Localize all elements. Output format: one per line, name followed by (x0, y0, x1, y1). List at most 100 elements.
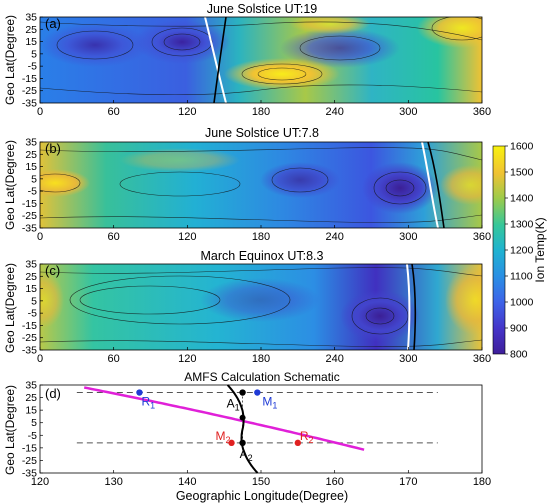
panel-a-heatmap (40, 17, 482, 103)
point-m1 (254, 389, 261, 396)
y-tick-label: -15 (22, 320, 37, 332)
panel-b-title: June Solstice UT:7.8 (205, 126, 319, 140)
point-a1 (239, 389, 246, 396)
y-tick-label: -5 (28, 61, 37, 73)
panel-a: June Solstice UT:19 (a) (3, 2, 491, 118)
panel-d-xlabel: Geographic Longitude(Degree) (176, 489, 348, 503)
x-tick-label: 0 (37, 353, 43, 365)
center-point (239, 414, 246, 421)
point-label-m1: M1 (262, 395, 277, 411)
colorbar-tick-label: 1300 (510, 219, 534, 231)
x-tick-label: 160 (325, 476, 343, 488)
y-tick-label: -25 (22, 455, 37, 467)
x-tick-label: 140 (178, 476, 196, 488)
point-m2 (228, 439, 235, 447)
y-tick-label: -35 (22, 468, 37, 480)
colorbar-ticks: 1600 1500 1400 1300 1200 1100 1000 900 800 (505, 141, 534, 361)
panel-d-frame (39, 384, 483, 474)
colorbar-tick-label: 1400 (510, 193, 534, 205)
x-tick-label: 300 (399, 353, 417, 365)
panel-d-title: AMFS Calculation Schematic (184, 370, 339, 384)
panel-d-plot: R1 M1 A1 M2 R2 A2 (76, 384, 438, 474)
black-curve (226, 384, 259, 474)
y-tick-label: -35 (22, 98, 37, 110)
panel-b-ylabel: Geo Lat(Degree) (3, 140, 17, 230)
y-tick-label: -5 (28, 308, 37, 320)
x-tick-label: 180 (473, 476, 491, 488)
colorbar-tick-label: 1500 (510, 167, 534, 179)
panel-b: June Solstice UT:7.8 (b) 0 60 120 180 240 300… (3, 126, 491, 244)
x-tick-label: 150 (252, 476, 270, 488)
panel-c-label: (c) (45, 263, 60, 278)
point-label-r1: R1 (141, 395, 155, 411)
x-tick-label: 240 (325, 231, 343, 243)
y-tick-label: -5 (28, 186, 37, 198)
colorbar-gradient (492, 145, 506, 355)
colorbar: 1600 1500 1400 1300 1200 1100 1000 900 800 Ion T… (492, 141, 547, 361)
panel-c-heatmap (40, 264, 482, 350)
x-tick-label: 360 (473, 353, 491, 365)
y-tick-label: 25 (25, 271, 37, 283)
x-tick-label: 120 (178, 231, 196, 243)
magenta-curve (83, 386, 365, 451)
y-tick-label: -25 (22, 332, 37, 344)
panel-a-ylabel: Geo Lat(Degree) (3, 15, 17, 105)
panel-b-label: (b) (45, 141, 61, 156)
y-tick-label: -5 (28, 430, 37, 442)
x-tick-label: 120 (178, 106, 196, 118)
y-tick-label: -15 (22, 73, 37, 85)
y-tick-label: 25 (25, 24, 37, 36)
colorbar-tick-label: 1200 (510, 245, 534, 257)
x-tick-label: 60 (108, 106, 120, 118)
point-a2 (239, 439, 246, 447)
y-tick-label: 5 (31, 417, 37, 429)
colorbar-tick-label: 1000 (510, 297, 534, 309)
x-tick-label: 60 (108, 353, 120, 365)
x-tick-label: 180 (252, 106, 270, 118)
x-tick-label: 120 (178, 353, 196, 365)
x-tick-label: 180 (252, 353, 270, 365)
y-tick-label: -35 (22, 223, 37, 235)
y-tick-label: 35 (25, 380, 37, 392)
y-tick-label: 15 (25, 161, 37, 173)
colorbar-label: Ion Temp(K) (533, 217, 547, 282)
colorbar-tick-label: 1600 (510, 141, 534, 153)
x-tick-label: 240 (325, 353, 343, 365)
y-tick-label: -15 (22, 198, 37, 210)
x-tick-label: 180 (252, 231, 270, 243)
y-tick-label: -25 (22, 85, 37, 97)
y-tick-label: -35 (22, 345, 37, 357)
y-tick-label: 15 (25, 283, 37, 295)
x-tick-label: 360 (473, 106, 491, 118)
colorbar-tick-label: 800 (510, 349, 528, 361)
y-tick-label: 15 (25, 405, 37, 417)
y-tick-label: 5 (31, 48, 37, 60)
x-tick-label: 120 (31, 476, 49, 488)
point-label-m2: M2 (216, 429, 231, 445)
y-tick-label: 35 (25, 12, 37, 24)
x-tick-label: 240 (325, 106, 343, 118)
y-tick-label: 15 (25, 36, 37, 48)
panel-c: March Equinox UT:8.3 (c) 0 60 120 180 240 300… (3, 249, 491, 366)
panel-a-label: (a) (45, 16, 61, 31)
point-label-r2: R2 (300, 429, 314, 445)
x-tick-label: 60 (108, 231, 120, 243)
x-tick-label: 170 (399, 476, 417, 488)
x-tick-label: 0 (37, 106, 43, 118)
point-r2 (294, 439, 302, 447)
y-tick-label: 5 (31, 173, 37, 185)
y-tick-label: -25 (22, 210, 37, 222)
x-tick-label: 300 (399, 106, 417, 118)
x-tick-label: 360 (473, 231, 491, 243)
panel-c-ylabel: Geo Lat(Degree) (3, 263, 17, 353)
point-label-a2: A2 (240, 447, 253, 463)
y-tick-label: 35 (25, 137, 37, 149)
y-tick-label: -15 (22, 442, 37, 454)
point-label-a1: A1 (227, 397, 240, 413)
y-tick-label: 35 (25, 259, 37, 271)
panel-d-label: (d) (45, 386, 61, 401)
